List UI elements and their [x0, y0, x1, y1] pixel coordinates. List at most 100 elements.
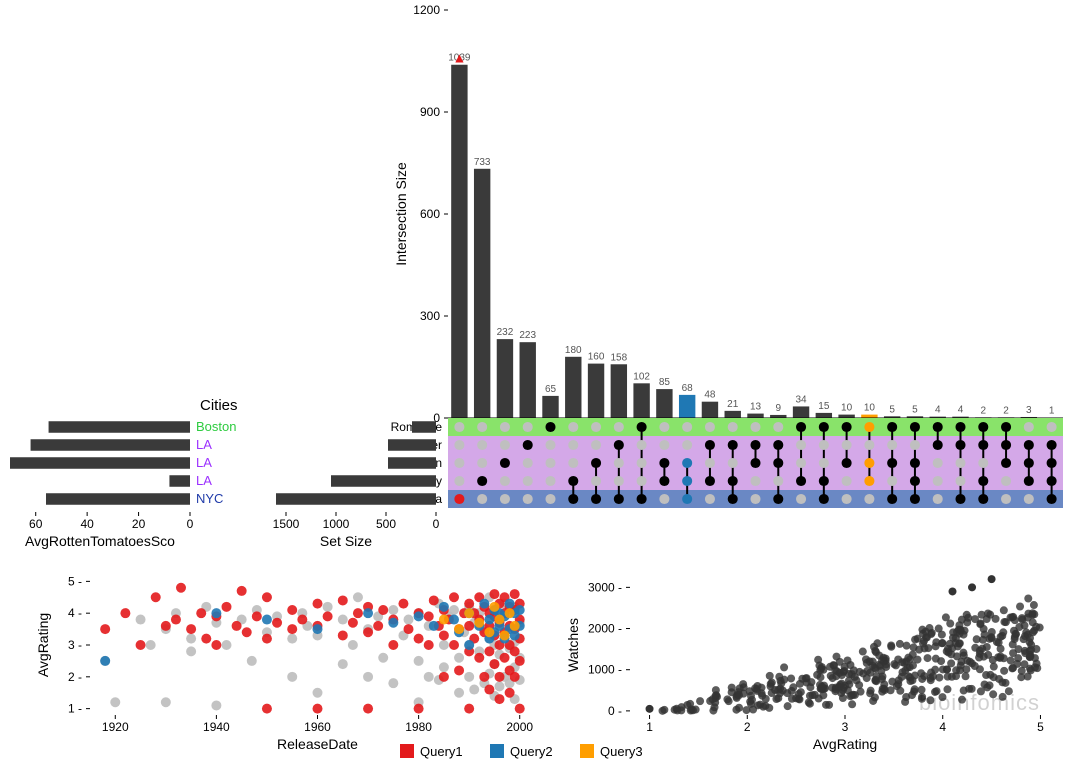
sc2-point [990, 663, 998, 671]
matrix-dot-off [864, 494, 874, 504]
matrix-dot-off [978, 458, 988, 468]
matrix-dot-on [477, 476, 487, 486]
sc1-point-q2 [100, 656, 110, 666]
rotten-xtick: 40 [80, 517, 94, 531]
matrix-dot-off [614, 422, 624, 432]
matrix-dot-on [1001, 422, 1011, 432]
sc2-point [852, 676, 860, 684]
sc1-point-grey [222, 640, 232, 650]
sc1-point-q1 [211, 640, 221, 650]
intersection-chart: 03006009001200Intersection Size1039▲7332… [393, 3, 1063, 425]
matrix-dot-on [819, 476, 829, 486]
intersection-bar [520, 342, 536, 418]
intersection-bar [702, 402, 718, 418]
matrix-dot-on [910, 458, 920, 468]
sc1-point-q1 [237, 586, 247, 596]
matrix-dot-off [591, 422, 601, 432]
sc1-point-q1 [262, 704, 272, 714]
sc2-point [882, 660, 890, 668]
sc2-xtick: 5 [1037, 720, 1044, 734]
matrix-dot-off [591, 476, 601, 486]
sc1-point-grey [414, 656, 424, 666]
bar-value-label: 102 [633, 371, 650, 382]
sc2-point [968, 685, 976, 693]
sc2-point [927, 676, 935, 684]
sc2-point [788, 695, 796, 703]
ytick-label: 900 [420, 105, 440, 119]
matrix-dot-on [1001, 440, 1011, 450]
sc2-point [957, 627, 965, 635]
set-size-xtick: 0 [433, 517, 440, 531]
sc1-point-grey [469, 685, 479, 695]
matrix-dot-off [750, 494, 760, 504]
matrix-dot-off [842, 440, 852, 450]
sc1-point-grey [449, 605, 459, 615]
sc1-point-q1 [222, 602, 232, 612]
matrix-dot-on [887, 494, 897, 504]
intersection-bar [725, 411, 741, 418]
matrix-dot-off [637, 440, 647, 450]
matrix-dot-off [568, 458, 578, 468]
set-size-bar [388, 457, 436, 469]
sc1-point-q1 [338, 595, 348, 605]
sc1-point-q1 [388, 640, 398, 650]
sc1-point-q1 [378, 605, 388, 615]
sc1-point-grey [338, 615, 348, 625]
sc1-point-q1 [262, 592, 272, 602]
matrix-dot-on [1024, 458, 1034, 468]
sc2-point [938, 693, 946, 701]
sc2-point [857, 688, 865, 696]
matrix-dot-off [523, 476, 533, 486]
sc1-point-q1 [439, 672, 449, 682]
sc2-point [932, 642, 940, 650]
bar-value-label: 10 [841, 403, 853, 414]
sc1-point-q1 [348, 618, 358, 628]
sc2-point [863, 674, 871, 682]
matrix-dot-off [819, 440, 829, 450]
sc1-point-q1 [373, 621, 383, 631]
set-size-chart: 150010005000Set Size [273, 421, 440, 549]
rotten-xtick: 20 [132, 517, 146, 531]
sc1-point-q1 [313, 599, 323, 609]
sc1-point-q1 [100, 624, 110, 634]
matrix-dot-on [659, 458, 669, 468]
matrix-dot-off [750, 422, 760, 432]
matrix-dot-off [955, 476, 965, 486]
rotten-bar [31, 439, 190, 451]
sc1-point-q3 [505, 608, 515, 618]
matrix-dot-off [705, 422, 715, 432]
sc2-point [749, 706, 757, 714]
sc2-point [1000, 606, 1008, 614]
sc2-point [725, 697, 733, 705]
matrix-dot-off [796, 458, 806, 468]
sc2-point [870, 664, 878, 672]
sc2-point [1017, 673, 1025, 681]
sc2-point [1020, 660, 1028, 668]
matrix-dot-on [637, 422, 647, 432]
intersection-matrix: RomanceThrillerActionComedyDrama [391, 418, 1063, 508]
sc2-point [904, 654, 912, 662]
matrix-dot-off [523, 494, 533, 504]
sc1-point-q2 [439, 602, 449, 612]
matrix-dot-on [682, 494, 692, 504]
intersection-bar [565, 357, 581, 418]
matrix-dot-on [682, 458, 692, 468]
sc1-point-q1 [489, 589, 499, 599]
set-size-bar [388, 439, 436, 451]
bar-value-label: 232 [497, 327, 514, 338]
sc1-point-q2 [484, 615, 494, 625]
sc1-point-grey [338, 659, 348, 669]
sc1-point-q1 [464, 621, 474, 631]
sc1-point-grey [323, 602, 333, 612]
set-size-bar [276, 493, 436, 505]
matrix-dot-on [454, 494, 464, 504]
sc1-point-q1 [449, 592, 459, 602]
sc2-point [1014, 645, 1022, 653]
matrix-dot-on [796, 422, 806, 432]
sc1-ytick: 3 - [68, 638, 82, 652]
sc1-point-q1 [515, 656, 525, 666]
sc2-point [811, 691, 819, 699]
sc1-point-q3 [489, 602, 499, 612]
set-size-xlabel: Set Size [320, 533, 372, 549]
sc1-point-q1 [297, 615, 307, 625]
